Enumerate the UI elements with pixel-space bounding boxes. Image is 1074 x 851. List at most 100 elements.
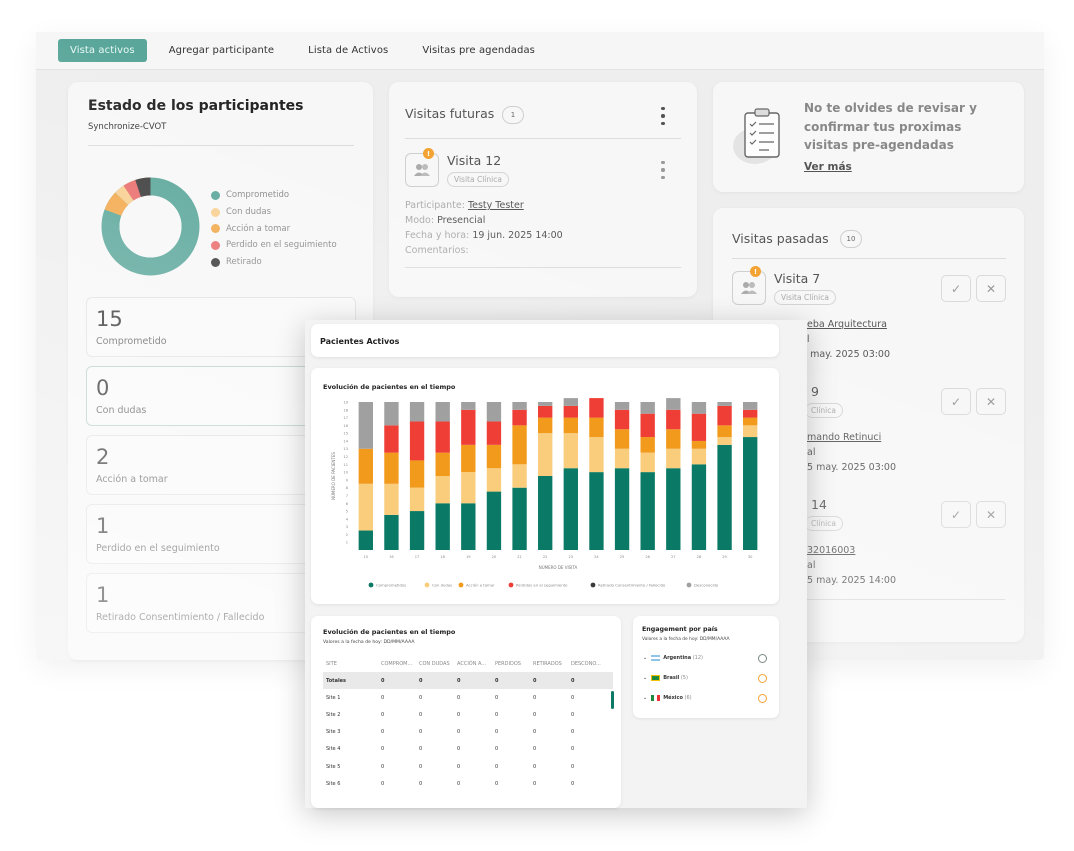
- visit-comments: Comentarios:: [405, 245, 469, 256]
- overlay-header: Pacientes Activos: [311, 324, 779, 357]
- bar-segment: [640, 472, 655, 550]
- reminder-text: No te olvides de revisar y confirmar tus…: [804, 101, 977, 152]
- table-total-row: Totales 0 0 0 0 0 0: [323, 672, 613, 690]
- chevron-down-icon: ⌄: [643, 695, 648, 701]
- y-tick-label: 4: [346, 517, 349, 521]
- x-tick-label: 24: [594, 555, 599, 559]
- bar-segment: [589, 472, 604, 550]
- x-tick-label: 15: [364, 555, 369, 559]
- table-cell: 0: [571, 780, 575, 787]
- past-visits-count: 10: [840, 230, 862, 248]
- bar-segment: [666, 409, 681, 430]
- bar-segment: [512, 402, 527, 410]
- engagement-subtitle: Valores a la fecha de hoy: DD/MM/AAAA: [642, 637, 730, 642]
- tab-vista-activos[interactable]: Vista activos: [58, 39, 147, 62]
- table-cell: 0: [419, 780, 423, 787]
- table-row[interactable]: Site 2 0 0 0 0 0 0: [323, 706, 613, 723]
- y-tick-label: 16: [343, 424, 348, 428]
- bar-segment: [384, 452, 399, 484]
- table-row[interactable]: Site 5 0 0 0 0 0 0: [323, 758, 613, 775]
- country-row-mexico[interactable]: ⌄ México (6): [643, 695, 692, 701]
- table-cell: 0: [457, 677, 461, 684]
- table-scrollbar[interactable]: [611, 691, 614, 709]
- country-count: (5): [680, 675, 688, 681]
- visit-participant: Participante: Testy Tester: [405, 200, 524, 211]
- future-visits-count: 1: [502, 106, 524, 124]
- table-cell: PERDIDOS: [495, 660, 521, 667]
- table-cell: DESCONO...: [571, 660, 601, 667]
- legend-item: Acción a tomar: [211, 220, 337, 237]
- visit-name: Visita 7: [774, 271, 821, 286]
- y-tick-label: 8: [346, 486, 349, 490]
- confirm-visit-button[interactable]: ✓: [941, 501, 971, 528]
- bar-segment: [743, 425, 758, 438]
- bar-segment: [435, 421, 450, 453]
- sad-face-icon: [758, 694, 767, 703]
- future-visits-menu-icon[interactable]: [661, 107, 665, 125]
- visit-type-tag: Visita Clínica: [447, 172, 509, 187]
- table-cell: SITE: [326, 660, 337, 667]
- bar-segment: [717, 444, 732, 550]
- bar-segment: [614, 409, 630, 430]
- cancel-visit-button[interactable]: ✕: [976, 501, 1006, 528]
- confirm-visit-button[interactable]: ✓: [941, 388, 971, 415]
- ver-mas-link[interactable]: Ver más: [804, 161, 852, 173]
- visit-datetime: Fecha y hora: 19 jun. 2025 14:00: [405, 230, 563, 241]
- x-tick-label: 22: [543, 555, 548, 559]
- engagement-title: Engagement por país: [642, 626, 718, 633]
- country-row-brasil[interactable]: ⌄ Brasil (5): [643, 675, 688, 681]
- happy-face-icon: [758, 654, 767, 663]
- table-cell: 0: [495, 711, 499, 718]
- legend-label: Con dudas: [432, 583, 452, 588]
- bar-segment: [614, 402, 630, 410]
- visit-name: Visita 12: [447, 153, 502, 168]
- visit-mode: al: [807, 560, 816, 571]
- bar-segment: [409, 402, 425, 422]
- bar-segment: [743, 437, 758, 550]
- tab-agregar-participante[interactable]: Agregar participante: [168, 45, 275, 56]
- table-row[interactable]: Site 1 0 0 0 0 0 0: [323, 689, 613, 706]
- bar-segment: [435, 503, 450, 550]
- table-cell: 0: [571, 763, 575, 770]
- table-row[interactable]: Site 4 0 0 0 0 0 0: [323, 741, 613, 758]
- top-tab-bar: Vista activos Agregar participante Lista…: [36, 32, 1044, 70]
- table-row[interactable]: Site 6 0 0 0 0 0 0: [323, 775, 613, 792]
- confirm-visit-button[interactable]: ✓: [941, 275, 971, 302]
- tab-lista-activos[interactable]: Lista de Activos: [308, 45, 389, 56]
- tab-visitas-pre-agendadas[interactable]: Visitas pre agendadas: [422, 45, 535, 56]
- y-tick-label: 9: [346, 478, 349, 482]
- table-cell: 0: [495, 780, 499, 787]
- legend-marker: [368, 582, 374, 588]
- bar-segment: [563, 433, 578, 469]
- participant-avatar-icon: [405, 153, 439, 187]
- y-tick-label: 17: [343, 416, 348, 420]
- visit-menu-icon[interactable]: [661, 161, 665, 179]
- country-row-argentina[interactable]: ⌄ Argentina (12): [643, 655, 703, 661]
- table-cell: 0: [457, 729, 461, 736]
- participant-link[interactable]: Testy Tester: [467, 200, 524, 211]
- evolution-table-card: Evolución de pacientes en el tiempo Valo…: [311, 616, 621, 808]
- bar-segment: [409, 460, 425, 488]
- divider: [405, 267, 681, 268]
- visit-type-tag: Clínica: [805, 516, 843, 531]
- legend-label: Comprometidos: [376, 583, 406, 588]
- cancel-visit-button[interactable]: ✕: [976, 275, 1006, 302]
- cancel-visit-button[interactable]: ✕: [976, 388, 1006, 415]
- x-tick-label: 26: [645, 555, 650, 559]
- legend-label: Desconocido: [694, 583, 719, 588]
- visit-name: 14: [811, 497, 827, 512]
- bar-segment: [691, 402, 707, 414]
- overlay-title: Pacientes Activos: [320, 337, 400, 346]
- legend-item: Con dudas: [211, 204, 337, 221]
- y-tick-label: 7: [346, 494, 348, 498]
- participants-state-title: Estado de los participantes: [88, 98, 304, 114]
- legend-dot: [211, 207, 220, 217]
- y-tick-label: 2: [346, 533, 348, 537]
- table-row[interactable]: Site 3 0 0 0 0 0 0: [323, 724, 613, 741]
- table-cell: 0: [381, 711, 385, 718]
- participant-avatar-icon: [732, 271, 766, 305]
- reminder-card: No te olvides de revisar y confirmar tus…: [713, 82, 1024, 192]
- bar-segment: [461, 503, 476, 550]
- bar-segment: [563, 468, 578, 550]
